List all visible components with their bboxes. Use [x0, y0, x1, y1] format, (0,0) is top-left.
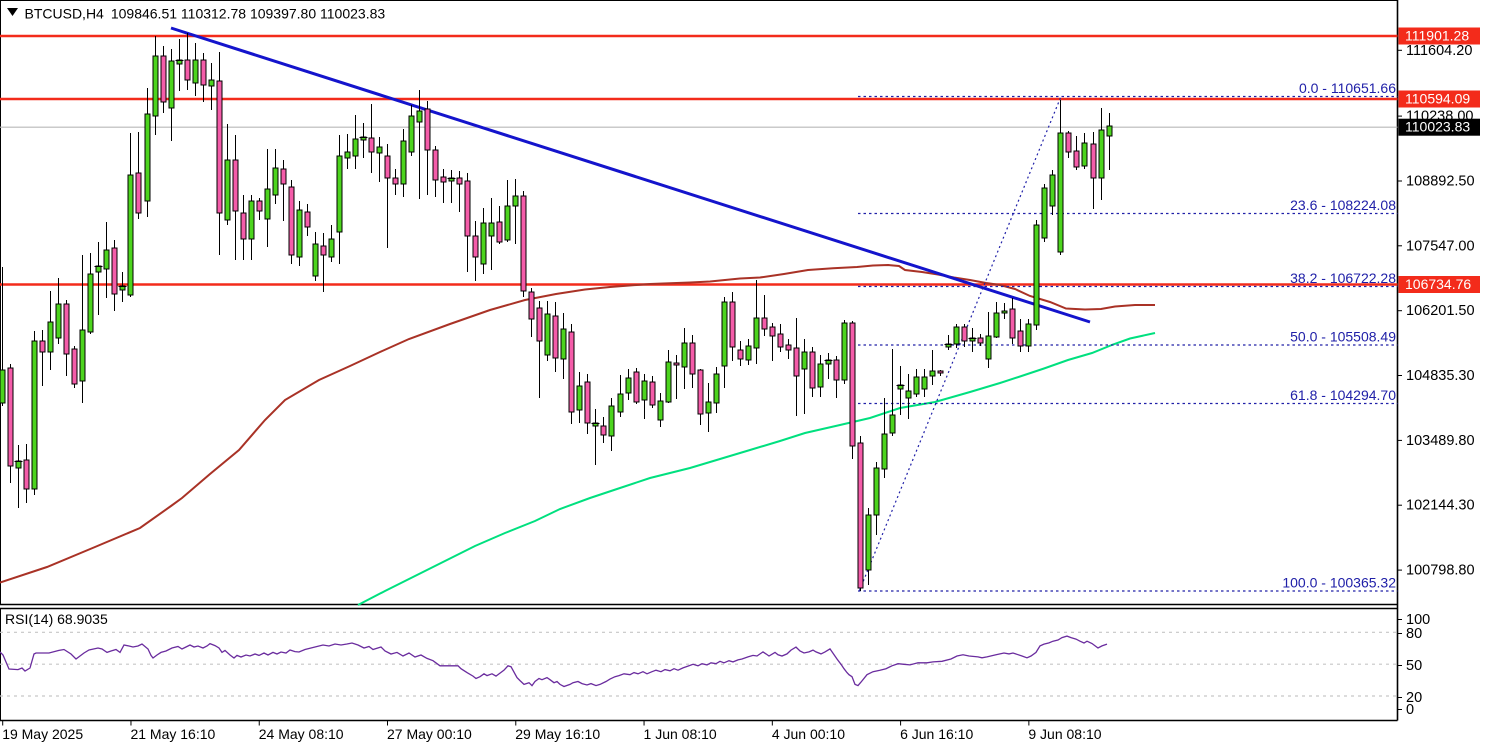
svg-text:1 Jun 08:10: 1 Jun 08:10: [644, 726, 717, 742]
svg-text:102144.30: 102144.30: [1406, 498, 1475, 514]
svg-text:100798.80: 100798.80: [1406, 563, 1475, 579]
svg-text:106734.76: 106734.76: [1405, 276, 1471, 292]
svg-text:100.0 - 100365.32: 100.0 - 100365.32: [1282, 575, 1396, 591]
svg-text:111604.20: 111604.20: [1406, 43, 1472, 59]
svg-text:6 Jun 16:10: 6 Jun 16:10: [900, 726, 973, 742]
svg-text:103489.80: 103489.80: [1406, 433, 1475, 449]
svg-text:BTCUSD,H4 109846.51 110312.78: BTCUSD,H4 109846.51 110312.78 109397.80 …: [25, 5, 386, 21]
svg-text:104835.30: 104835.30: [1406, 368, 1475, 384]
svg-text:110023.83: 110023.83: [1405, 119, 1470, 135]
svg-text:38.2 - 106722.28: 38.2 - 106722.28: [1290, 270, 1396, 286]
svg-text:4 Jun 00:10: 4 Jun 00:10: [772, 726, 845, 742]
svg-text:0.0 - 110651.66: 0.0 - 110651.66: [1299, 80, 1396, 96]
svg-text:106201.50: 106201.50: [1406, 303, 1475, 319]
svg-text:0: 0: [1406, 702, 1414, 718]
svg-text:27 May 00:10: 27 May 00:10: [387, 726, 472, 742]
svg-text:9 Jun 08:10: 9 Jun 08:10: [1028, 726, 1101, 742]
svg-text:107547.00: 107547.00: [1406, 238, 1475, 254]
svg-text:29 May 16:10: 29 May 16:10: [515, 726, 600, 742]
svg-text:24 May 08:10: 24 May 08:10: [259, 726, 344, 742]
svg-text:80: 80: [1406, 626, 1422, 642]
svg-text:111901.28: 111901.28: [1405, 28, 1469, 44]
svg-text:61.8 - 104294.70: 61.8 - 104294.70: [1290, 387, 1396, 403]
svg-text:108892.50: 108892.50: [1406, 174, 1475, 190]
svg-text:110594.09: 110594.09: [1405, 91, 1470, 107]
svg-text:23.6 - 108224.08: 23.6 - 108224.08: [1290, 197, 1396, 213]
svg-text:RSI(14) 68.9035: RSI(14) 68.9035: [5, 611, 108, 627]
svg-text:50.0 - 105508.49: 50.0 - 105508.49: [1290, 329, 1396, 345]
svg-text:21 May 16:10: 21 May 16:10: [130, 726, 215, 742]
svg-text:20: 20: [1406, 690, 1422, 706]
svg-text:100: 100: [1406, 612, 1430, 628]
svg-text:50: 50: [1406, 658, 1422, 674]
svg-text:19 May 2025: 19 May 2025: [2, 726, 83, 742]
